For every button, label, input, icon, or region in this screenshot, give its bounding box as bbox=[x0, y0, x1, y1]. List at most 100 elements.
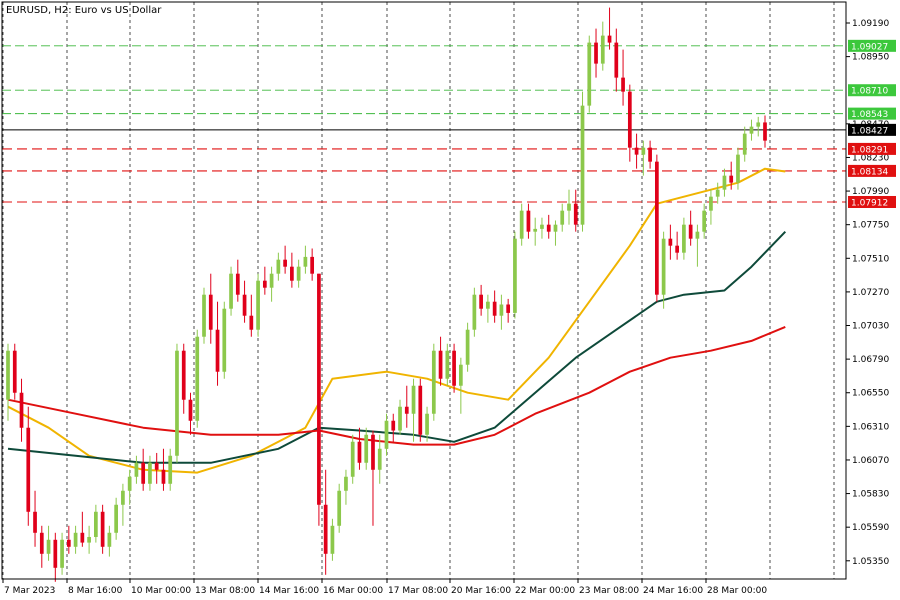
candle-body bbox=[202, 294, 206, 337]
candle-body bbox=[141, 462, 146, 484]
candle-body bbox=[66, 539, 71, 547]
candle bbox=[580, 91, 585, 232]
candle bbox=[107, 525, 112, 557]
candle bbox=[134, 455, 139, 484]
candle-body bbox=[600, 35, 605, 64]
candle bbox=[668, 224, 673, 260]
candle bbox=[702, 203, 707, 239]
candle-body bbox=[337, 490, 342, 526]
x-tick-label: 17 Mar 08:00 bbox=[388, 586, 448, 596]
candle bbox=[458, 357, 463, 414]
candle-body bbox=[452, 350, 456, 386]
time-axis: 7 Mar 2023 8 Mar 16:00 10 Mar 00:00 13 Mar … bbox=[2, 579, 767, 596]
candle bbox=[357, 427, 362, 470]
price-axis: 1.091901.089501.084701.082301.079901.077… bbox=[846, 19, 889, 567]
candle-body bbox=[33, 511, 37, 533]
level-label: 1.07912 bbox=[851, 198, 888, 208]
candle bbox=[168, 448, 173, 491]
candle-body bbox=[742, 133, 747, 155]
candle bbox=[364, 427, 369, 470]
candle-body bbox=[262, 280, 267, 288]
moving-average-mid bbox=[7, 231, 787, 464]
candle bbox=[756, 116, 761, 137]
candle-body bbox=[73, 532, 78, 547]
candle-body bbox=[654, 161, 659, 295]
candle-body bbox=[39, 532, 44, 554]
candle-body bbox=[364, 434, 369, 463]
candle-body bbox=[344, 476, 348, 491]
candle-body bbox=[330, 525, 335, 554]
candle-body bbox=[458, 364, 463, 386]
level-label: 1.08710 bbox=[851, 87, 888, 97]
candle bbox=[742, 126, 747, 162]
candle bbox=[235, 259, 240, 302]
candle-body bbox=[756, 122, 761, 127]
candle-body bbox=[431, 350, 436, 414]
x-tick-label: 22 Mar 00:00 bbox=[515, 586, 575, 596]
candle-body bbox=[276, 259, 281, 274]
level-label-bg bbox=[848, 164, 896, 177]
candle bbox=[350, 434, 355, 484]
candle bbox=[330, 518, 335, 561]
candle-body bbox=[296, 266, 301, 281]
candle bbox=[229, 266, 233, 316]
candle-body bbox=[94, 511, 98, 537]
candle-body bbox=[87, 536, 91, 543]
candle-body bbox=[688, 224, 693, 239]
candle bbox=[607, 7, 612, 50]
candle bbox=[141, 448, 146, 491]
candle bbox=[181, 343, 186, 414]
candles bbox=[6, 7, 767, 582]
level-label: 1.09027 bbox=[851, 42, 888, 52]
candle-body bbox=[377, 448, 382, 470]
candle-body bbox=[526, 210, 531, 232]
candle-body bbox=[350, 441, 355, 477]
candle-body bbox=[114, 504, 119, 533]
candle bbox=[303, 245, 308, 274]
candle bbox=[283, 245, 287, 274]
candle bbox=[763, 115, 767, 148]
candle bbox=[560, 203, 565, 232]
candle bbox=[276, 252, 281, 281]
candle bbox=[39, 525, 44, 568]
candle bbox=[479, 284, 483, 316]
candle bbox=[486, 294, 490, 323]
candle-body bbox=[479, 294, 483, 309]
candle-body bbox=[749, 126, 754, 134]
candle bbox=[242, 280, 247, 323]
candle bbox=[66, 525, 71, 554]
candle-body bbox=[46, 539, 51, 554]
moving-average-slow bbox=[7, 325, 786, 446]
candle bbox=[729, 161, 734, 190]
candle-body bbox=[222, 308, 227, 372]
candle-body bbox=[195, 336, 200, 421]
candle bbox=[627, 84, 632, 162]
candle-body bbox=[235, 273, 240, 295]
candle bbox=[87, 525, 91, 554]
candle-body bbox=[546, 224, 551, 232]
x-tick-label: 24 Mar 16:00 bbox=[643, 586, 703, 596]
candle-body bbox=[411, 385, 416, 414]
plot-frame bbox=[1, 1, 847, 580]
candle bbox=[371, 430, 375, 526]
candle-body bbox=[404, 406, 409, 414]
candle bbox=[148, 455, 152, 491]
candle bbox=[73, 525, 78, 554]
candle-body bbox=[486, 301, 490, 309]
candle bbox=[452, 343, 456, 393]
candle-body bbox=[127, 476, 132, 491]
candle-body bbox=[702, 210, 707, 232]
horizontal-levels bbox=[2, 45, 846, 203]
candle-body bbox=[580, 105, 585, 225]
candle-body bbox=[567, 203, 571, 211]
candle bbox=[60, 532, 64, 575]
candle-body bbox=[614, 42, 619, 78]
candle bbox=[431, 343, 436, 421]
candle-body bbox=[648, 147, 652, 162]
candle bbox=[26, 406, 31, 526]
candle bbox=[19, 378, 24, 442]
candle-body bbox=[168, 455, 173, 484]
candle bbox=[438, 336, 443, 386]
candle-body bbox=[675, 245, 679, 253]
candle bbox=[661, 231, 666, 309]
